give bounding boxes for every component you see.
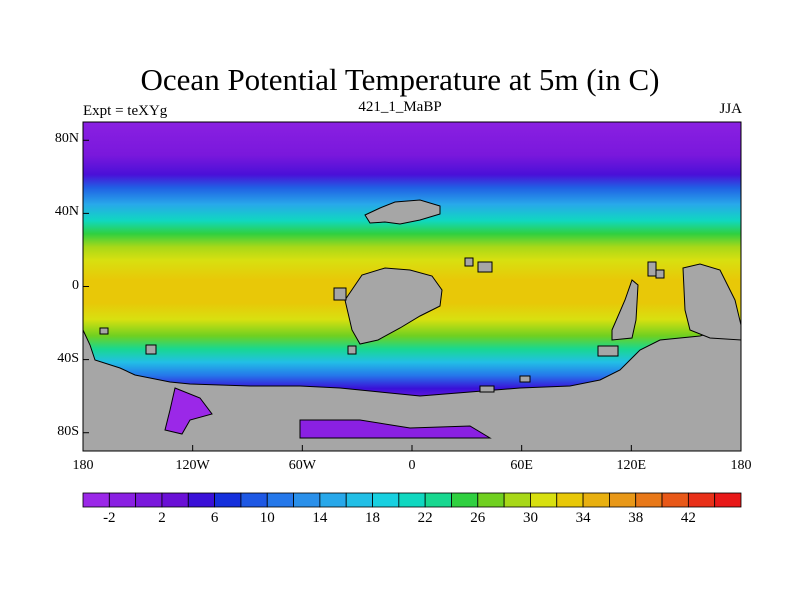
- colorbar-swatch: [372, 492, 400, 508]
- x-tick-label: 180: [72, 458, 94, 473]
- land-island-2: [464, 257, 474, 267]
- colorbar-tick-label: 2: [158, 510, 166, 526]
- colorbar-swatch: [424, 492, 452, 508]
- colorbar-swatch: [582, 492, 610, 508]
- colorbar-swatch: [319, 492, 347, 508]
- y-tick-label: 0: [72, 277, 79, 293]
- colorbar-swatch: [530, 492, 558, 508]
- colorbar-tick-label: 30: [522, 510, 538, 526]
- x-tick-label: 120W: [175, 458, 210, 473]
- colorbar-swatch: [82, 492, 110, 508]
- colorbar-swatch: [556, 492, 584, 508]
- land-island-10: [519, 375, 531, 383]
- land-island-3: [477, 261, 493, 273]
- colorbar-swatch: [503, 492, 531, 508]
- colorbar-swatch: [661, 492, 689, 508]
- colorbar-swatch: [161, 492, 189, 508]
- axis-ticks: [82, 139, 742, 451]
- colorbar-swatch: [266, 492, 294, 508]
- land-central-continent: [344, 267, 443, 345]
- land-island-9: [479, 385, 495, 393]
- colorbar: [82, 492, 742, 508]
- colorbar-tick-label: 26: [470, 510, 486, 526]
- colorbar-swatch: [187, 492, 215, 508]
- colorbar-tick-label: 6: [210, 510, 219, 526]
- land-island-5: [655, 269, 665, 279]
- land-island-11: [347, 345, 357, 355]
- x-tick-label: 0: [408, 458, 416, 473]
- land-island-1: [333, 287, 347, 301]
- x-tick-label: 180: [730, 458, 752, 473]
- colorbar-swatch: [108, 492, 137, 508]
- colorbar-swatch: [609, 492, 637, 508]
- y-tick-label: 40N: [54, 204, 79, 220]
- run-label: 421_1_MaBP: [358, 99, 442, 115]
- colorbar-swatch: [398, 492, 426, 508]
- land-north-island: [364, 199, 441, 225]
- colorbar-swatch: [214, 492, 242, 508]
- colorbar-swatch: [293, 492, 321, 508]
- land-island-6: [597, 345, 619, 357]
- colorbar-tick-label: 10: [259, 510, 275, 526]
- colorbar-swatch: [687, 492, 716, 508]
- colorbar-tick-label: 34: [575, 510, 591, 526]
- colorbar-swatch: [135, 492, 163, 508]
- land-island-8: [99, 327, 109, 335]
- land-mask: [82, 199, 742, 452]
- land-inlet-west: [164, 387, 213, 435]
- experiment-label: Expt = teXYg: [83, 103, 168, 119]
- colorbar-swatch: [477, 492, 505, 508]
- colorbar-swatch: [240, 492, 268, 508]
- colorbar-swatch: [635, 492, 663, 508]
- colorbar-swatch: [345, 492, 373, 508]
- land-peninsula: [611, 279, 639, 341]
- colorbar-tick-label: 42: [680, 510, 696, 526]
- x-tick-label: 60E: [510, 458, 533, 473]
- colorbar-swatch: [714, 492, 742, 508]
- colorbar-tick-label: 38: [628, 510, 644, 526]
- colorbar-tick-label: 22: [417, 510, 433, 526]
- land-island-4: [647, 261, 657, 277]
- land-inlet-central: [299, 419, 492, 439]
- map-title: Ocean Potential Temperature at 5m (in C): [140, 62, 660, 97]
- x-tick-label: 60W: [288, 458, 316, 473]
- season-label: JJA: [719, 101, 742, 117]
- y-tick-label: 80S: [57, 423, 79, 439]
- x-tick-label: 120E: [616, 458, 647, 473]
- land-island-7: [145, 344, 157, 355]
- colorbar-tick-label: 14: [312, 510, 328, 526]
- colorbar-swatch: [451, 492, 479, 508]
- colorbar-tick-label: 18: [365, 510, 381, 526]
- y-tick-label: 80N: [54, 131, 79, 147]
- colorbar-tick-label: -2: [103, 510, 116, 526]
- y-tick-label: 40S: [57, 350, 79, 366]
